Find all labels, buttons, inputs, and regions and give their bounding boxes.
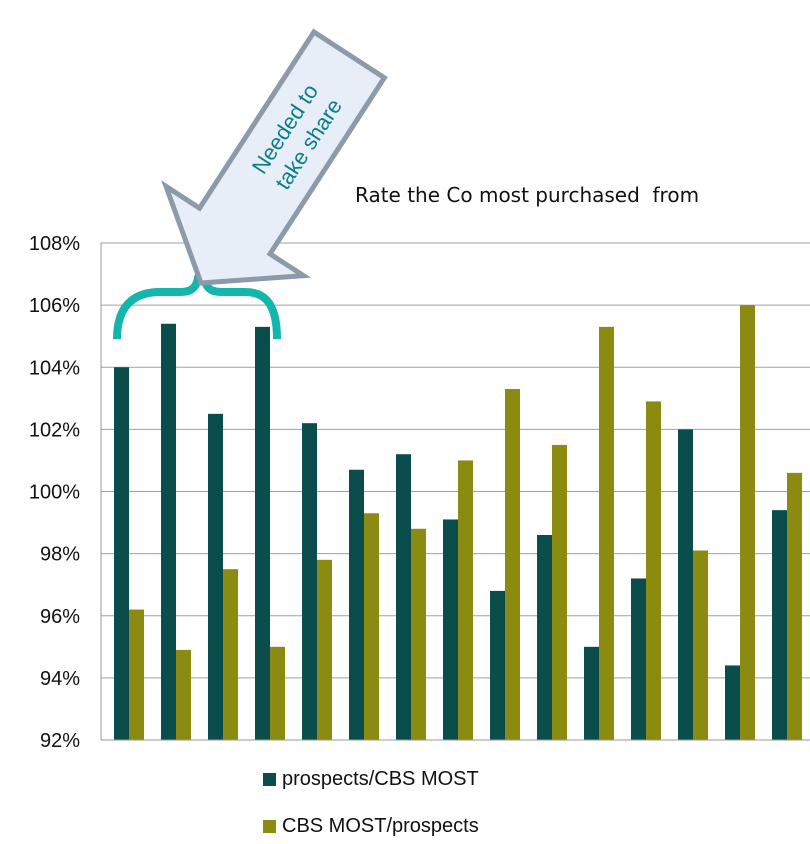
y-tick-label: 98% bbox=[40, 544, 80, 566]
bar-series-1 bbox=[114, 367, 129, 740]
bar-series-2 bbox=[129, 609, 144, 740]
bar-series-1 bbox=[208, 413, 223, 740]
legend-swatch bbox=[263, 820, 276, 833]
bar-series-1 bbox=[396, 454, 411, 740]
bar-series-1 bbox=[349, 469, 364, 740]
y-tick-label: 92% bbox=[40, 730, 80, 752]
bar-series-2 bbox=[176, 649, 191, 740]
bar-series-2 bbox=[599, 326, 614, 740]
callout-arrow: Needed to take share bbox=[161, 28, 388, 286]
bar-series-1 bbox=[584, 646, 599, 740]
bar-series-1 bbox=[537, 534, 552, 740]
bar-series-2 bbox=[458, 460, 473, 740]
bar-series-1 bbox=[678, 429, 693, 740]
chart-title: Rate the Co most purchased from bbox=[355, 183, 700, 207]
bar-series-2 bbox=[693, 550, 708, 740]
bar-series-1 bbox=[631, 578, 646, 740]
bar-series-2 bbox=[317, 559, 332, 740]
bar-series-1 bbox=[443, 519, 458, 740]
legend-label: prospects/CBS MOST bbox=[282, 768, 479, 790]
bar-series-2 bbox=[411, 528, 426, 740]
y-tick-label: 94% bbox=[40, 668, 80, 690]
bar-series-1 bbox=[725, 665, 740, 740]
bar-series-2 bbox=[787, 472, 802, 740]
y-axis-tick-labels: 92% 94% 96% 98% 100% 102% 104% 106% 108% bbox=[29, 233, 80, 752]
bars bbox=[114, 305, 802, 740]
bar-series-1 bbox=[302, 423, 317, 740]
legend-item-series-1: prospects/CBS MOST bbox=[263, 768, 479, 791]
bar-series-2 bbox=[364, 513, 379, 740]
y-tick-label: 102% bbox=[29, 419, 80, 441]
legend-item-series-2: CBS MOST/prospects bbox=[263, 815, 479, 838]
y-tick-label: 106% bbox=[29, 295, 80, 317]
bar-series-2 bbox=[552, 444, 567, 740]
legend-label: CBS MOST/prospects bbox=[282, 815, 479, 837]
bar-series-2 bbox=[505, 388, 520, 740]
bar-series-1 bbox=[255, 326, 270, 740]
bar-series-2 bbox=[740, 305, 755, 740]
bar-series-2 bbox=[270, 646, 285, 740]
bar-series-2 bbox=[646, 401, 661, 740]
y-tick-label: 104% bbox=[29, 357, 80, 379]
legend-swatch bbox=[263, 773, 276, 786]
bar-series-1 bbox=[772, 510, 787, 740]
y-tick-label: 100% bbox=[29, 482, 80, 504]
y-tick-label: 108% bbox=[29, 233, 80, 255]
bar-series-1 bbox=[161, 323, 176, 740]
bar-series-1 bbox=[490, 590, 505, 740]
bar-series-2 bbox=[223, 569, 238, 740]
y-tick-label: 96% bbox=[40, 606, 80, 628]
